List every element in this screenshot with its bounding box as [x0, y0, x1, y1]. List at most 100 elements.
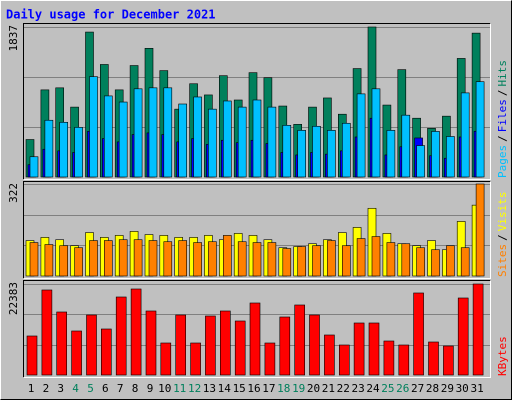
bar — [368, 322, 380, 376]
x-tick-label: 6 — [102, 382, 109, 395]
x-tick-label: 11 — [173, 382, 186, 395]
x-tick-label: 5 — [87, 382, 94, 395]
bar — [101, 328, 112, 376]
bar — [118, 239, 128, 277]
bar — [457, 297, 469, 376]
x-tick-label: 14 — [218, 382, 232, 395]
bar — [312, 125, 321, 178]
x-tick-label: 8 — [132, 382, 139, 395]
x-tick-label: 2 — [43, 382, 50, 395]
bar — [104, 240, 113, 277]
legend-entry: Hits — [496, 60, 509, 87]
bar — [443, 345, 454, 376]
bar — [74, 127, 83, 178]
x-tick-label: 10 — [158, 382, 171, 395]
bar — [428, 341, 439, 376]
bar — [56, 311, 68, 376]
bar — [386, 130, 396, 178]
plot-border-dark — [23, 23, 491, 180]
bar — [401, 243, 411, 277]
legend-entry: Files — [496, 99, 509, 132]
bar — [163, 87, 173, 178]
bar — [371, 88, 381, 178]
bar — [234, 320, 246, 376]
bar — [297, 130, 307, 178]
bar — [89, 76, 98, 178]
x-tick-label: 22 — [337, 382, 350, 395]
bar — [178, 103, 187, 178]
bar — [223, 235, 232, 277]
bar — [249, 302, 261, 376]
bar — [338, 344, 350, 376]
x-tick-label: 13 — [203, 382, 216, 395]
bar — [413, 292, 424, 376]
x-tick-label: 28 — [426, 382, 439, 395]
x-tick-label: 7 — [117, 382, 124, 395]
legend-entry: Sites — [496, 244, 509, 277]
bar — [353, 322, 365, 376]
bar — [282, 248, 292, 277]
x-tick-label: 16 — [247, 382, 260, 395]
bar — [220, 310, 231, 376]
bar — [416, 247, 425, 277]
bar — [237, 106, 247, 178]
bar — [205, 315, 216, 376]
bar — [130, 288, 142, 376]
bar — [460, 247, 470, 277]
plot-border-light — [23, 23, 491, 180]
x-tick-label: 21 — [322, 382, 335, 395]
bar — [148, 87, 158, 178]
bar — [148, 240, 158, 277]
legend-separator: / — [496, 234, 509, 241]
bar — [279, 316, 291, 376]
legend-entry: KBytes — [496, 336, 509, 376]
bar — [193, 242, 202, 277]
bar — [341, 245, 351, 277]
legend: Sites / Visits — [496, 192, 509, 278]
bar — [178, 240, 187, 277]
bar — [163, 241, 173, 277]
legend-entry: Pages — [496, 145, 509, 178]
bar — [237, 241, 247, 277]
bar — [71, 330, 82, 376]
bar — [267, 242, 277, 277]
plot-border-dark — [23, 280, 491, 378]
x-tick-label: 26 — [396, 382, 409, 395]
x-tick-label: 1 — [28, 382, 35, 395]
bar — [223, 100, 232, 178]
x-tick-label: 19 — [292, 382, 305, 395]
y-tick-label: 322 — [7, 183, 20, 203]
bar — [44, 244, 54, 277]
bar — [74, 247, 83, 277]
legend-separator: / — [496, 135, 509, 142]
bar — [327, 240, 336, 277]
bar — [309, 314, 320, 376]
plot-border-dark — [23, 181, 491, 279]
legend: KBytes — [496, 336, 509, 376]
x-tick-label: 27 — [411, 382, 424, 395]
bar — [59, 121, 69, 178]
bar — [294, 304, 306, 376]
bar — [160, 342, 172, 376]
bar — [446, 136, 455, 178]
bar — [460, 92, 470, 178]
bar — [472, 283, 484, 376]
bar — [327, 130, 336, 178]
bar — [208, 108, 217, 178]
bar — [104, 95, 113, 178]
bar — [264, 342, 276, 376]
bar — [26, 335, 38, 376]
plot-border-light — [23, 280, 491, 378]
bar — [282, 125, 292, 178]
legend-entry: Visits — [496, 192, 509, 232]
bar — [252, 99, 262, 178]
x-tick-label: 20 — [307, 382, 320, 395]
bar — [386, 242, 396, 277]
x-tick-label: 4 — [72, 382, 79, 395]
bar — [44, 119, 54, 178]
x-tick-label: 29 — [441, 382, 454, 395]
bar — [133, 88, 143, 178]
bar — [252, 242, 262, 277]
bar — [175, 314, 186, 376]
